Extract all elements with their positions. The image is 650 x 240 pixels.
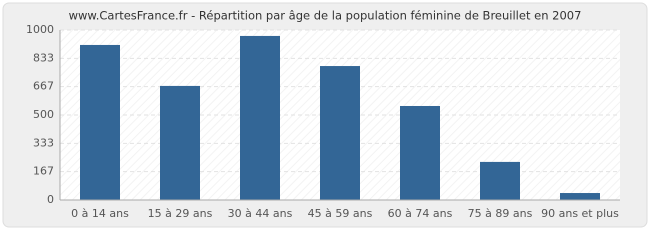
- chart: www.CartesFrance.fr - Répartition par âg…: [2, 2, 648, 228]
- x-tick-label: 30 à 44 ans: [228, 207, 293, 220]
- y-tick-label: 833: [33, 51, 54, 64]
- bar: [80, 44, 120, 201]
- y-tick-label: 1000: [26, 23, 54, 36]
- x-tick-label: 0 à 14 ans: [71, 207, 129, 220]
- chart-title: www.CartesFrance.fr - Répartition par âg…: [69, 9, 582, 23]
- x-tick-label: 15 à 29 ans: [148, 207, 213, 220]
- y-tick-label: 167: [33, 165, 54, 178]
- bar: [160, 85, 200, 200]
- x-tick-label: 60 à 74 ans: [388, 207, 453, 220]
- x-tick-label: 75 à 89 ans: [468, 207, 533, 220]
- y-tick-label: 0: [47, 193, 54, 206]
- bar: [560, 193, 600, 200]
- y-tick-label: 333: [33, 136, 54, 149]
- bar: [480, 161, 520, 200]
- bar: [400, 105, 440, 200]
- bar: [320, 66, 360, 200]
- x-tick-label: 90 ans et plus: [541, 207, 619, 220]
- y-tick-label: 667: [33, 80, 54, 93]
- y-tick-label: 500: [33, 108, 54, 121]
- x-tick-label: 45 à 59 ans: [308, 207, 373, 220]
- bar: [240, 35, 280, 201]
